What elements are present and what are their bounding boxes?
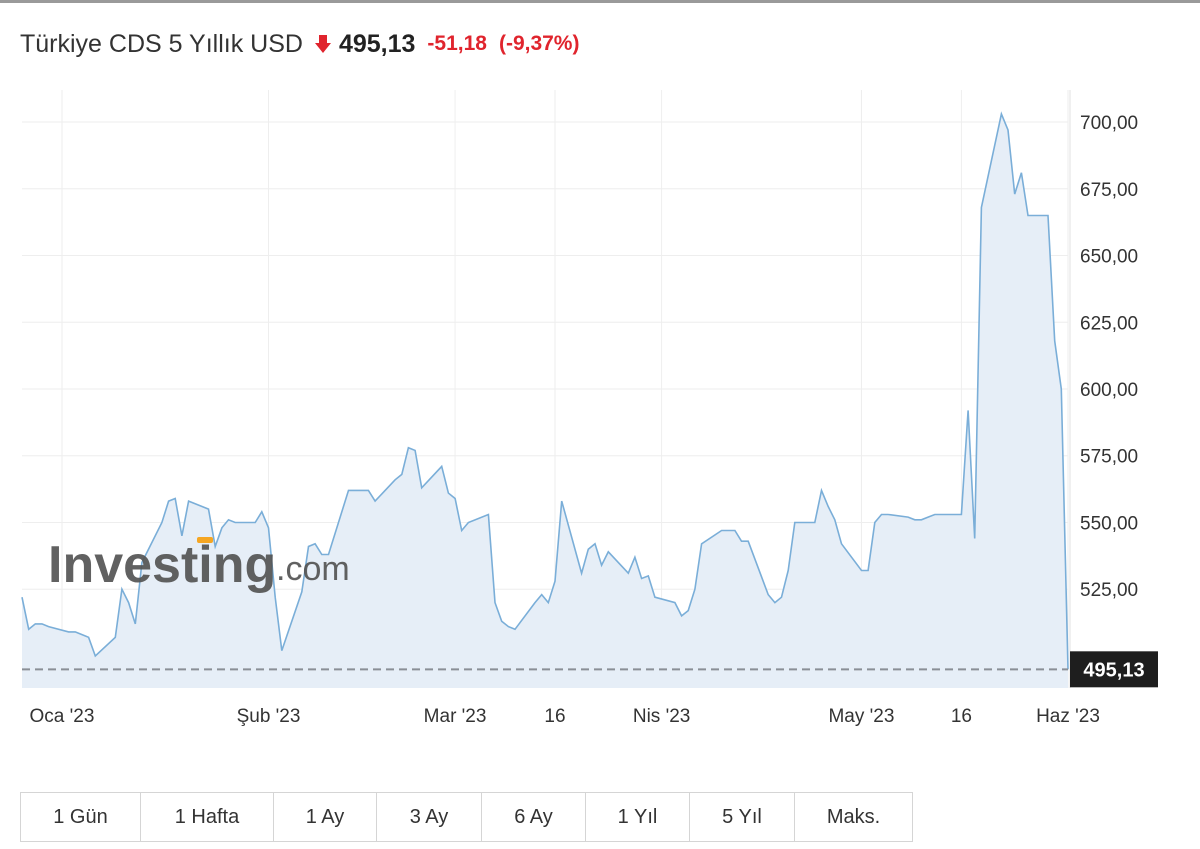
y-tick-label: 600,00 <box>1080 380 1138 401</box>
price-area <box>22 114 1068 688</box>
time-range-selector: 1 Gün 1 Hafta 1 Ay 3 Ay 6 Ay 1 Yıl 5 Yıl Maks. <box>20 792 913 842</box>
instrument-title: Türkiye CDS 5 Yıllık USD <box>20 29 303 58</box>
watermark-brand: Investing <box>48 536 276 594</box>
y-tick-label: 550,00 <box>1080 513 1138 534</box>
x-tick-label: 16 <box>951 706 972 727</box>
arrow-down-icon <box>314 35 331 53</box>
x-tick-label: 16 <box>544 706 565 727</box>
price-chart[interactable]: Investing .com 525,00 550,00 575,00 600,00 6… <box>0 80 1200 740</box>
range-button[interactable]: 1 Ay <box>274 793 377 841</box>
y-tick-label: 700,00 <box>1080 113 1138 134</box>
range-button[interactable]: Maks. <box>826 805 881 828</box>
range-button[interactable]: 5 Yıl <box>690 793 795 841</box>
price-line <box>21 111 1069 670</box>
last-value-label-bg <box>1070 651 1158 688</box>
range-button[interactable]: 3 Ay <box>377 793 482 841</box>
range-button[interactable]: 1 Yıl <box>586 793 690 841</box>
last-value-label: 495,13 <box>1070 651 1158 688</box>
x-axis-labels: Oca '23 Şub '23 Mar '23 16 Nis '23 May '23 16 H… <box>30 706 1100 727</box>
watermark-accent-mark <box>197 537 213 543</box>
x-tick-label: Mar '23 <box>424 706 487 727</box>
y-axis-labels: 525,00 550,00 575,00 600,00 625,00 650,00 675,… <box>1080 113 1138 601</box>
watermark-suffix: .com <box>276 550 350 588</box>
y-tick-label: 650,00 <box>1080 247 1138 268</box>
x-tick-label: Şub '23 <box>237 706 301 727</box>
last-value-text: 495,13 <box>1083 659 1144 681</box>
range-button[interactable]: 1 Hafta <box>141 793 274 841</box>
instrument-header: Türkiye CDS 5 Yıllık USD 495,13 -51,18 (… <box>20 24 579 64</box>
y-tick-label: 675,00 <box>1080 180 1138 201</box>
y-tick-label: 575,00 <box>1080 447 1138 468</box>
x-tick-label: Haz '23 <box>1036 706 1100 727</box>
x-tick-label: Nis '23 <box>633 706 690 727</box>
price-change: -51,18 <box>427 32 487 55</box>
investing-watermark: Investing .com <box>48 536 350 594</box>
x-tick-label: Oca '23 <box>30 706 95 727</box>
price-change-percent: (-9,37%) <box>498 32 580 55</box>
range-button[interactable]: 1 Gün <box>21 793 141 841</box>
top-divider <box>0 0 1200 3</box>
y-tick-label: 525,00 <box>1080 580 1138 601</box>
last-price: 495,13 <box>338 29 416 58</box>
x-tick-label: May '23 <box>828 706 894 727</box>
range-button[interactable]: 6 Ay <box>482 793 586 841</box>
y-tick-label: 625,00 <box>1080 313 1138 334</box>
